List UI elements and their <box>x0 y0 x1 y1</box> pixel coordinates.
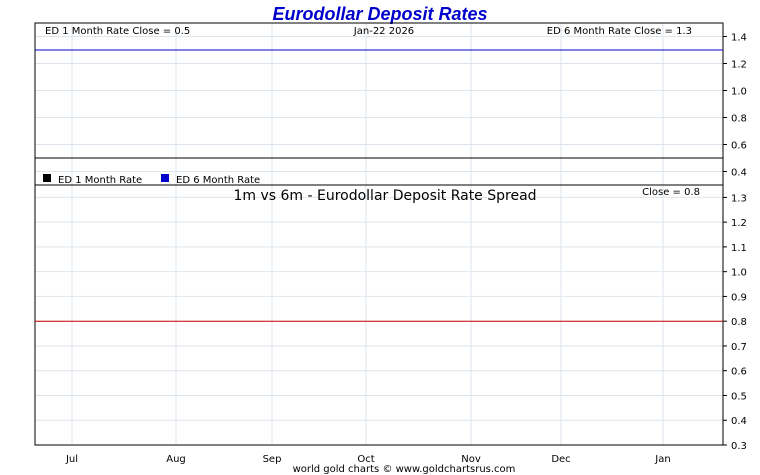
bottom-panel-grid <box>35 196 723 421</box>
date-label: Jan-22 2026 <box>353 26 414 37</box>
legend-label-ed1: ED 1 Month Rate <box>58 175 142 186</box>
top-y-tick-labels: 0.4 0.6 0.8 1.0 1.2 1.4 <box>723 33 747 179</box>
top-panel-grid <box>35 36 723 172</box>
legend-label-ed6: ED 6 Month Rate <box>176 175 260 186</box>
y-tick-label-top: 0.6 <box>731 141 747 152</box>
y-tick-label-bottom: 0.6 <box>731 367 747 378</box>
x-tick-label: Dec <box>551 454 570 465</box>
legend-swatch-ed1 <box>43 174 51 182</box>
y-tick-label-bottom: 0.3 <box>731 441 747 452</box>
y-tick-label-top: 0.4 <box>731 168 747 179</box>
y-tick-label-top: 1.2 <box>731 60 747 71</box>
top-panel-frame <box>34 22 724 186</box>
y-tick-label-bottom: 1.1 <box>731 243 747 254</box>
x-tick-label: Nov <box>461 454 481 465</box>
top-panel-series <box>35 49 723 159</box>
y-tick-label-top: 1.0 <box>731 87 747 98</box>
y-tick-label-bottom: 1.2 <box>731 218 747 229</box>
x-gridlines <box>71 23 664 445</box>
y-tick-label-bottom: 0.5 <box>731 391 747 402</box>
y-tick-label-bottom: 0.8 <box>731 317 747 328</box>
x-tick-label: Sep <box>263 454 282 465</box>
ed6-close-label: ED 6 Month Rate Close = 1.3 <box>547 26 692 37</box>
spread-close-label: Close = 0.8 <box>642 187 700 198</box>
y-tick-label-bottom: 0.4 <box>731 416 747 427</box>
ed1-close-label: ED 1 Month Rate Close = 0.5 <box>45 26 190 37</box>
legend-swatch-ed6 <box>161 174 169 182</box>
y-tick-label-top: 1.4 <box>731 33 747 44</box>
y-tick-label-bottom: 0.9 <box>731 292 747 303</box>
y-tick-label-bottom: 1.0 <box>731 268 747 279</box>
legend: ED 1 Month Rate ED 6 Month Rate <box>43 174 260 186</box>
bottom-panel-frame <box>34 184 724 446</box>
chart-title: Eurodollar Deposit Rates <box>272 4 487 24</box>
x-tick-label: Jul <box>65 454 78 465</box>
y-tick-label-bottom: 1.3 <box>731 193 747 204</box>
x-tick-labels: Jul Aug Sep Oct Nov Dec Jan <box>65 454 671 465</box>
x-tick-label: Oct <box>357 454 374 465</box>
y-tick-label-bottom: 0.7 <box>731 342 747 353</box>
bottom-y-tick-labels: 0.3 0.4 0.5 0.6 0.7 0.8 0.9 1.0 1.1 1.2 1.3 <box>723 193 747 452</box>
x-tick-label: Jan <box>654 454 670 465</box>
x-tick-label: Aug <box>166 454 186 465</box>
y-tick-label-top: 0.8 <box>731 114 747 125</box>
footer-credit: world gold charts © www.goldchartsrus.co… <box>293 464 516 475</box>
spread-title: 1m vs 6m - Eurodollar Deposit Rate Sprea… <box>233 188 536 204</box>
